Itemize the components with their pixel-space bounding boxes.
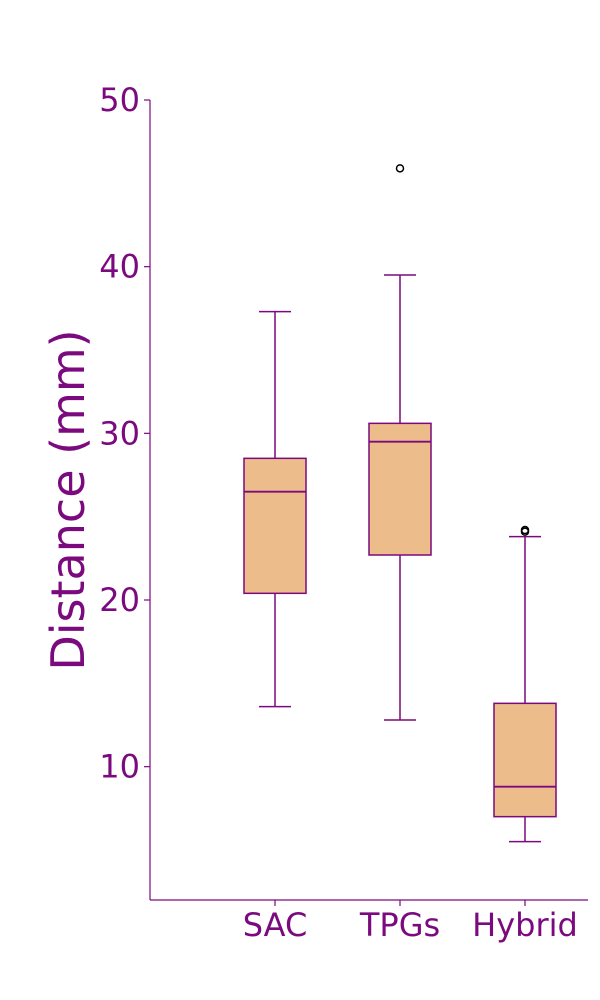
y-tick-label: 40 [99, 248, 140, 286]
outlier-point [520, 525, 530, 535]
box-group-sac [243, 310, 307, 708]
y-tick-label: 30 [99, 414, 140, 452]
y-tick-label: 50 [99, 81, 140, 119]
box-iqr [368, 422, 432, 556]
x-tick-label: SAC [243, 906, 308, 944]
y-axis: 10 20 30 40 50 [99, 81, 151, 900]
x-tick-label: Hybrid [472, 906, 578, 944]
outlier-point [395, 164, 405, 173]
box-group-hybrid [493, 525, 557, 843]
box-group-tpgs [368, 164, 432, 721]
box-iqr [243, 457, 307, 595]
box-series [243, 164, 557, 843]
y-tick-label: 10 [99, 748, 140, 786]
y-axis-title: Distance (mm) [41, 329, 95, 670]
x-tick-label: TPGs [359, 906, 440, 944]
x-axis: SAC TPGs Hybrid [150, 899, 588, 944]
y-tick-label: 20 [99, 581, 140, 619]
box-iqr [493, 702, 557, 818]
